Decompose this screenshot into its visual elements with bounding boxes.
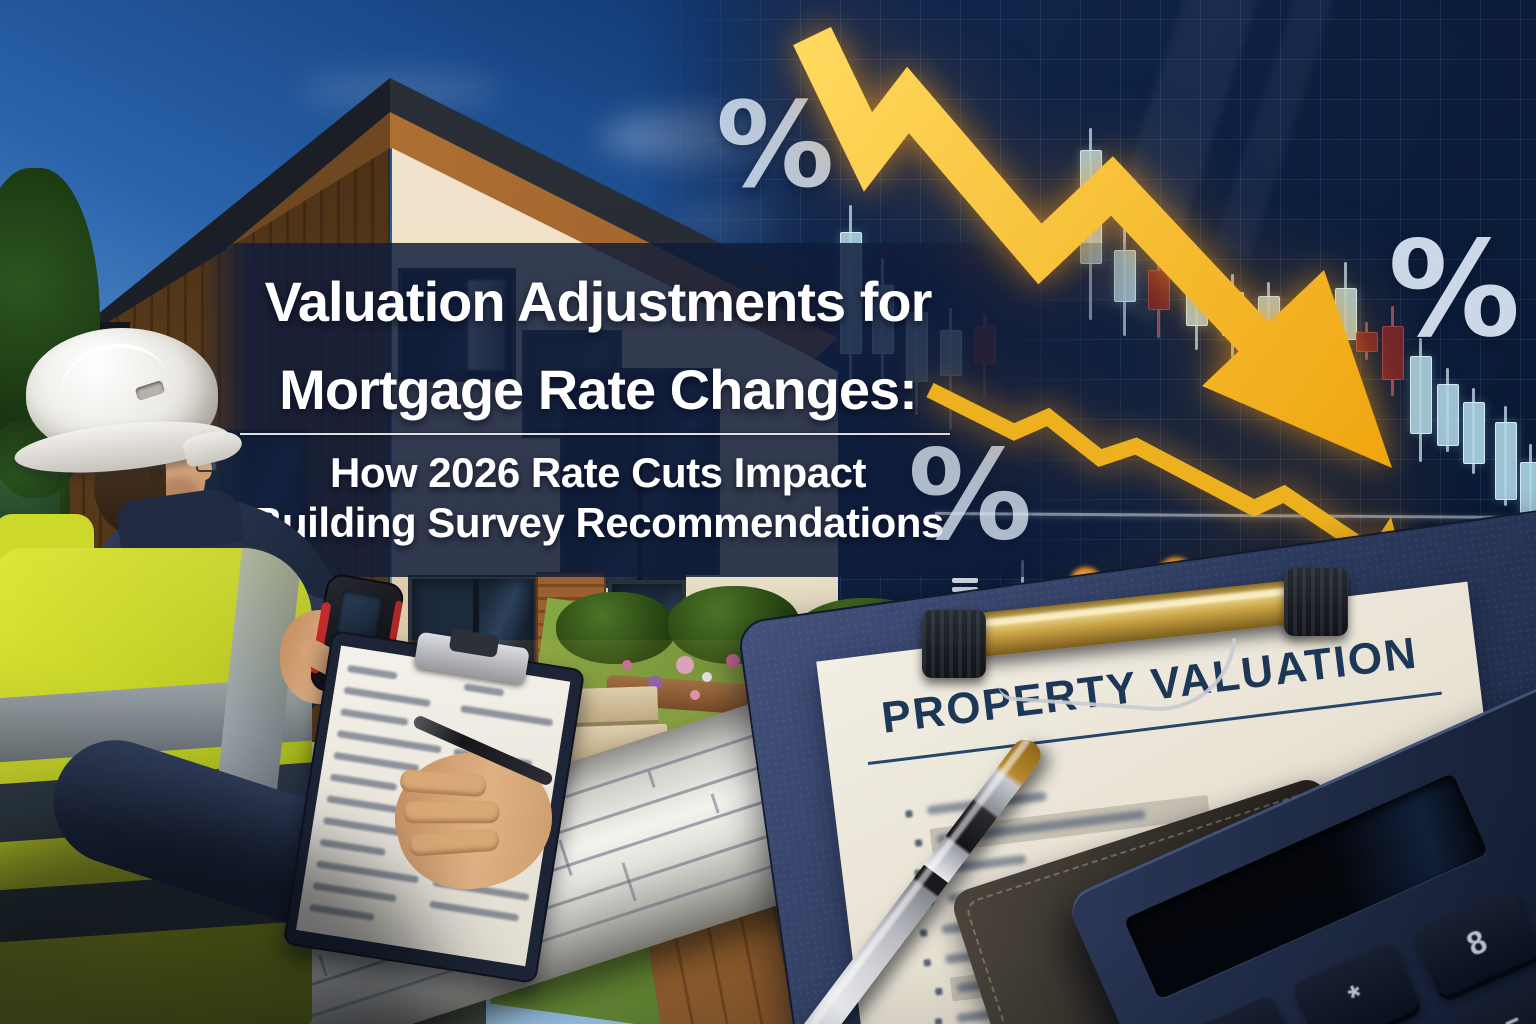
clipboard-text-line xyxy=(329,773,398,791)
clipboard-text-line xyxy=(319,838,386,856)
clipboard-text-line xyxy=(333,751,420,773)
clipboard-text-line xyxy=(347,664,398,680)
clipboard-text-line xyxy=(312,882,397,903)
clipboard-text-line xyxy=(429,900,520,922)
clipboard-text-line xyxy=(309,903,375,921)
clipboard-text-line xyxy=(460,705,554,727)
clipboard-text-line xyxy=(316,860,419,884)
clipboard-text-line xyxy=(343,686,431,708)
clipboard-text-line xyxy=(463,683,505,697)
clipboard-text-line xyxy=(340,708,409,726)
clipboard-text-line xyxy=(336,730,442,754)
